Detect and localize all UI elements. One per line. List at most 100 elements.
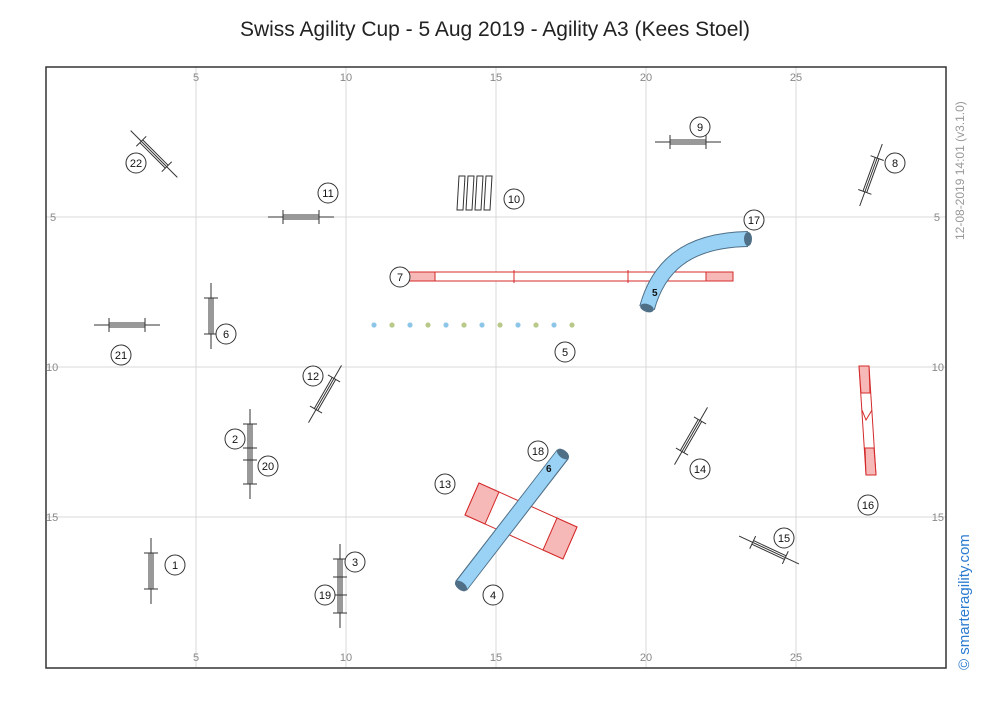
- obstacle-number: 17: [743, 209, 765, 231]
- jump-bar: [142, 139, 169, 166]
- jump-22: [130, 130, 178, 178]
- number-text: 5: [562, 347, 568, 359]
- weave-pole: [461, 322, 467, 328]
- jump-21: [94, 318, 160, 332]
- aframe-contact-zone: [542, 517, 578, 560]
- number-text: 4: [490, 590, 496, 602]
- number-circle: [773, 527, 795, 549]
- jump-wing: [135, 135, 147, 147]
- jump-wing-line: [130, 130, 178, 178]
- number-text: 8: [892, 158, 898, 170]
- jump-12: [308, 365, 342, 423]
- number-text: 1: [172, 560, 178, 572]
- seesaw-obstacle: [858, 365, 877, 476]
- obstacle-number: 3: [344, 551, 366, 573]
- tick-top-x15: 15: [490, 72, 502, 84]
- jump-bar: [862, 157, 876, 192]
- timestamp: 12-08-2019 14:01 (v3.1.0): [953, 101, 967, 240]
- number-circle: [314, 584, 336, 606]
- jump-wing: [309, 405, 323, 414]
- obstacle-number: 12: [302, 365, 324, 387]
- watermark-link[interactable]: © smarteragility.com: [956, 534, 973, 670]
- jump-bar: [317, 379, 337, 411]
- curved-tunnel-fill: [640, 232, 749, 311]
- jump-bar: [751, 543, 785, 560]
- obstacle-number: 9: [689, 116, 711, 138]
- jump-15: [738, 535, 800, 565]
- number-circle: [257, 455, 279, 477]
- number-circle: [110, 344, 132, 366]
- jump-6: [204, 283, 218, 349]
- number-circle: [554, 341, 576, 363]
- jump-8: [858, 143, 884, 207]
- number-circle: [743, 209, 765, 231]
- obstacle-number: 18: [527, 440, 549, 462]
- number-text: 20: [262, 461, 274, 473]
- tick-left-y15: 15: [46, 512, 58, 524]
- obstacle-number: 19: [314, 584, 336, 606]
- jump-bar: [679, 419, 699, 451]
- jump-wing: [161, 161, 173, 173]
- number-text: 9: [697, 122, 703, 134]
- jump-19: [333, 562, 347, 628]
- number-text: 2: [232, 434, 238, 446]
- jump-bar: [313, 377, 333, 409]
- number-text: 12: [307, 371, 319, 383]
- tick-top-x10: 10: [340, 72, 352, 84]
- number-circle: [857, 494, 879, 516]
- weave-pole: [371, 322, 377, 328]
- tire-slat: [465, 175, 475, 211]
- jump-9: [655, 135, 721, 149]
- jump-wing-line: [674, 407, 708, 465]
- obstacle-number: 11: [317, 182, 339, 204]
- number-text: 17: [748, 215, 760, 227]
- tick-left-y5: 5: [50, 212, 56, 224]
- jump-wing: [858, 189, 872, 195]
- obstacle-number: 8: [884, 152, 906, 174]
- weave-pole: [479, 322, 485, 328]
- jump-bar: [139, 142, 166, 169]
- tire-obstacle: [456, 175, 493, 211]
- weave-pole: [389, 322, 395, 328]
- tick-bottom-x20: 20: [640, 652, 652, 664]
- obstacle-number: 10: [503, 188, 525, 210]
- straight-tunnel: 6: [454, 448, 570, 592]
- seesaw-contact-zone: [858, 365, 871, 394]
- dogwalk-plank: [407, 271, 734, 282]
- tunnel-end-label: 6: [546, 464, 552, 475]
- number-circle: [434, 473, 456, 495]
- seesaw-contact-zone: [864, 447, 877, 476]
- obstacle-number: 13: [434, 473, 456, 495]
- number-circle: [503, 188, 525, 210]
- dogwalk-obstacle: [407, 270, 734, 283]
- number-circle: [527, 440, 549, 462]
- jump-wing: [693, 416, 707, 425]
- jump-bar: [753, 540, 787, 557]
- jump-wing: [675, 447, 689, 456]
- tire-slat: [456, 175, 466, 211]
- aframe-obstacle: [464, 482, 578, 560]
- obstacle-number: 20: [257, 455, 279, 477]
- number-circle: [884, 152, 906, 174]
- number-text: 7: [397, 272, 403, 284]
- straight-tunnel-fill: [456, 451, 568, 589]
- obstacle-number: 14: [689, 458, 711, 480]
- number-text: 19: [319, 590, 331, 602]
- number-circle: [224, 428, 246, 450]
- obstacle-number: 5: [554, 341, 576, 363]
- number-text: 22: [130, 158, 142, 170]
- number-circle: [689, 116, 711, 138]
- tick-bottom-x10: 10: [340, 652, 352, 664]
- obstacle-number: 22: [125, 152, 147, 174]
- jump-wing: [327, 374, 341, 383]
- number-circle: [125, 152, 147, 174]
- tick-bottom-x5: 5: [193, 652, 199, 664]
- tick-top-x20: 20: [640, 72, 652, 84]
- number-circle: [164, 554, 186, 576]
- jump-wing-line: [859, 143, 883, 207]
- tunnel-end-label: 5: [652, 288, 658, 299]
- number-text: 6: [223, 329, 229, 341]
- obstacle-number: 2: [224, 428, 246, 450]
